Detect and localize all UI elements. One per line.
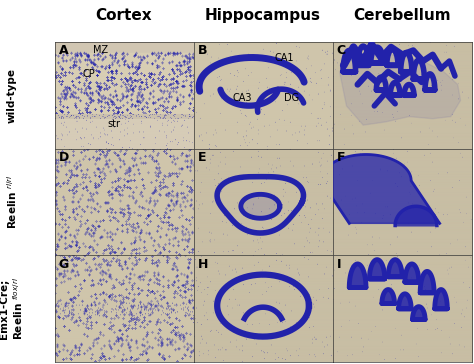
Text: I: I (337, 258, 341, 270)
Polygon shape (369, 260, 385, 279)
Text: B: B (198, 44, 207, 57)
Polygon shape (412, 306, 425, 320)
Text: str: str (107, 119, 120, 129)
Polygon shape (349, 264, 366, 288)
Text: Cerebellum: Cerebellum (353, 8, 451, 23)
Text: G: G (59, 258, 69, 270)
Text: DG: DG (284, 93, 299, 103)
Text: F: F (337, 151, 345, 164)
Polygon shape (435, 290, 447, 309)
Polygon shape (395, 206, 437, 226)
Text: Hippocampus: Hippocampus (205, 8, 321, 23)
Text: Reelin $^{rl/rl}$: Reelin $^{rl/rl}$ (5, 175, 19, 229)
Text: MZ: MZ (93, 45, 109, 55)
Text: E: E (198, 151, 206, 164)
Polygon shape (382, 290, 394, 304)
Polygon shape (241, 194, 280, 218)
Polygon shape (405, 264, 419, 282)
Text: CA3: CA3 (232, 93, 252, 103)
Text: D: D (59, 151, 69, 164)
Text: H: H (198, 258, 208, 270)
Text: wild-type: wild-type (7, 68, 17, 123)
Text: Cortex: Cortex (96, 8, 152, 23)
Text: Emx1-Cre;
Reelin $^{flox/rl}$: Emx1-Cre; Reelin $^{flox/rl}$ (0, 277, 25, 340)
Polygon shape (420, 272, 434, 293)
Polygon shape (321, 154, 440, 223)
Text: A: A (59, 44, 68, 57)
Polygon shape (388, 260, 402, 277)
Text: CA1: CA1 (274, 52, 294, 63)
Polygon shape (339, 50, 461, 125)
Polygon shape (399, 294, 411, 309)
Text: C: C (337, 44, 346, 57)
Text: CP: CP (82, 68, 95, 79)
